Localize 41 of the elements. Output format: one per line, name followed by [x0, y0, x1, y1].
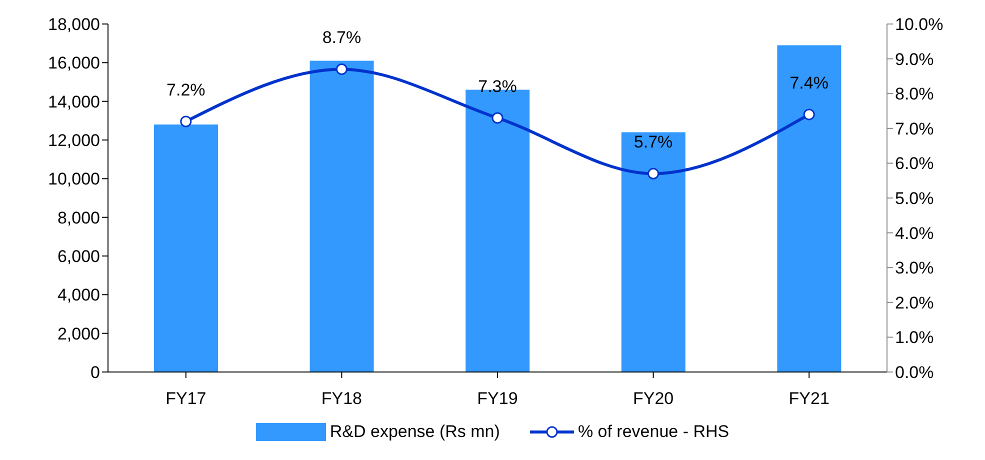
- x-tick-label: FY21: [788, 389, 830, 408]
- y-tick-label: 4,000: [57, 286, 100, 305]
- legend-label: R&D expense (Rs mn): [328, 422, 500, 442]
- data-label: 7.4%: [790, 73, 828, 92]
- x-tick-label: FY19: [477, 389, 518, 408]
- point: [803, 108, 815, 120]
- y2-tick-label: 4.0%: [895, 224, 934, 243]
- y-tick-label: 18,000: [48, 15, 100, 34]
- bar: [310, 60, 374, 372]
- bar: [621, 132, 686, 372]
- y2-tick-label: 2.0%: [895, 293, 934, 312]
- y-tick-label: 10,000: [48, 170, 100, 189]
- y-tick-label: 14,000: [48, 92, 100, 112]
- bar: [777, 45, 842, 372]
- y2-tick-label: 9.0%: [895, 50, 934, 69]
- point: [492, 112, 504, 124]
- y2-tick-label: 5.0%: [895, 189, 934, 208]
- bar: [154, 124, 218, 372]
- data-label: 7.2%: [166, 80, 206, 100]
- data-label: 5.7%: [634, 132, 673, 152]
- x-tick-label: FY17: [166, 389, 206, 408]
- legend-label: % of revenue - RHS: [576, 422, 730, 442]
- y2-tick-label: 10.0%: [895, 15, 944, 34]
- y2-tick-label: 8.0%: [895, 84, 934, 104]
- x-tick-label: FY20: [632, 389, 674, 408]
- y2-tick-label: 7.0%: [895, 119, 934, 138]
- y-tick-label: 0: [90, 363, 100, 382]
- x-tick-label: FY18: [321, 389, 362, 408]
- y2-tick-label: 1.0%: [895, 328, 934, 348]
- point: [336, 63, 348, 75]
- y-tick-label: 16,000: [48, 54, 100, 73]
- y2-tick-label: 3.0%: [895, 258, 934, 278]
- point: [180, 116, 192, 128]
- y2-tick-label: 6.0%: [895, 154, 934, 174]
- y-tick-label: 2,000: [57, 324, 100, 344]
- y-tick-label: 12,000: [48, 131, 100, 150]
- y-tick-label: 6,000: [57, 247, 100, 266]
- point: [648, 168, 660, 180]
- y-tick-label: 8,000: [57, 208, 100, 228]
- data-label: 8.7%: [322, 28, 362, 48]
- y2-tick-label: 0.0%: [895, 363, 934, 382]
